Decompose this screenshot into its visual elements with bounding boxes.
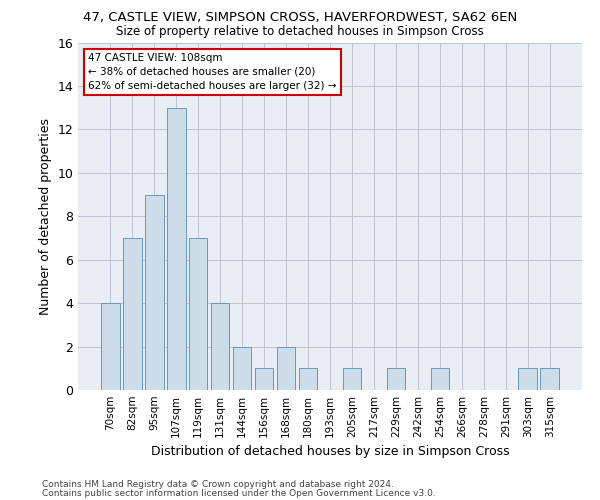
Text: Size of property relative to detached houses in Simpson Cross: Size of property relative to detached ho… — [116, 25, 484, 38]
Text: 47 CASTLE VIEW: 108sqm
← 38% of detached houses are smaller (20)
62% of semi-det: 47 CASTLE VIEW: 108sqm ← 38% of detached… — [88, 53, 337, 91]
Bar — [343, 368, 361, 390]
Text: 47, CASTLE VIEW, SIMPSON CROSS, HAVERFORDWEST, SA62 6EN: 47, CASTLE VIEW, SIMPSON CROSS, HAVERFOR… — [83, 12, 517, 24]
Text: Contains HM Land Registry data © Crown copyright and database right 2024.: Contains HM Land Registry data © Crown c… — [42, 480, 394, 489]
Bar — [431, 368, 449, 390]
Bar — [211, 303, 229, 390]
X-axis label: Distribution of detached houses by size in Simpson Cross: Distribution of detached houses by size … — [151, 446, 509, 458]
Bar — [167, 108, 185, 390]
Text: Contains public sector information licensed under the Open Government Licence v3: Contains public sector information licen… — [42, 489, 436, 498]
Bar — [299, 368, 317, 390]
Bar — [189, 238, 208, 390]
Bar — [541, 368, 559, 390]
Bar — [101, 303, 119, 390]
Bar — [123, 238, 142, 390]
Bar — [145, 194, 164, 390]
Bar — [277, 346, 295, 390]
Bar — [518, 368, 537, 390]
Bar — [233, 346, 251, 390]
Y-axis label: Number of detached properties: Number of detached properties — [39, 118, 52, 315]
Bar — [386, 368, 405, 390]
Bar — [255, 368, 274, 390]
